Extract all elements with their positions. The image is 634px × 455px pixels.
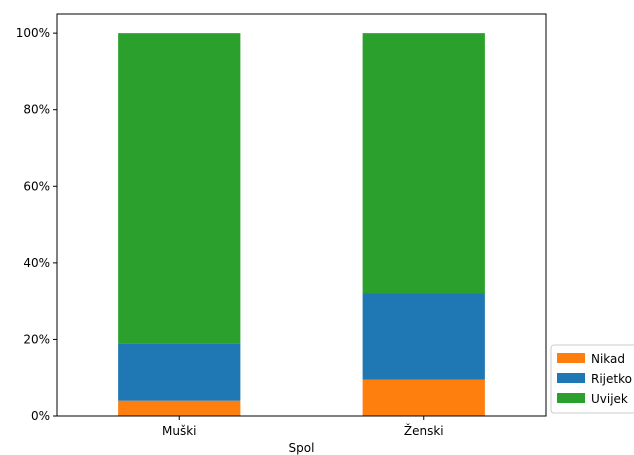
bar-segment-uvijek-2 bbox=[362, 33, 485, 294]
legend-swatch-rijetko bbox=[557, 373, 585, 383]
plot-frame bbox=[56, 13, 547, 417]
x-axis-label: Spol bbox=[289, 441, 315, 455]
x-tick-label: Muški bbox=[162, 424, 197, 438]
legend-label-nikad: Nikad bbox=[591, 352, 625, 366]
bar-segment-rijetko-2 bbox=[362, 293, 485, 380]
legend-swatch-nikad bbox=[557, 353, 585, 363]
y-tick-label: 0% bbox=[31, 409, 50, 423]
x-tick-label: Ženski bbox=[404, 423, 444, 438]
y-tick-label: 40% bbox=[23, 256, 50, 270]
bars-group bbox=[118, 33, 485, 416]
legend-label-uvijek: Uvijek bbox=[591, 392, 628, 406]
x-axis: Muški Ženski bbox=[162, 416, 444, 438]
legend-swatch-uvijek bbox=[557, 393, 585, 403]
y-tick-label: 20% bbox=[23, 332, 50, 346]
bar-segment-nikad-2 bbox=[362, 379, 485, 416]
y-tick-label: 80% bbox=[23, 103, 50, 117]
bar-segment-uvijek-1 bbox=[118, 33, 241, 344]
y-tick-label: 60% bbox=[23, 179, 50, 193]
bar-segment-rijetko-1 bbox=[118, 343, 241, 401]
legend-label-rijetko: Rijetko bbox=[591, 372, 632, 386]
legend: Nikad Rijetko Uvijek bbox=[550, 344, 634, 414]
y-axis: 0% 20% 40% 60% 80% 100% bbox=[16, 26, 57, 423]
bar-segment-nikad-1 bbox=[118, 400, 241, 416]
y-tick-label: 100% bbox=[16, 26, 50, 40]
